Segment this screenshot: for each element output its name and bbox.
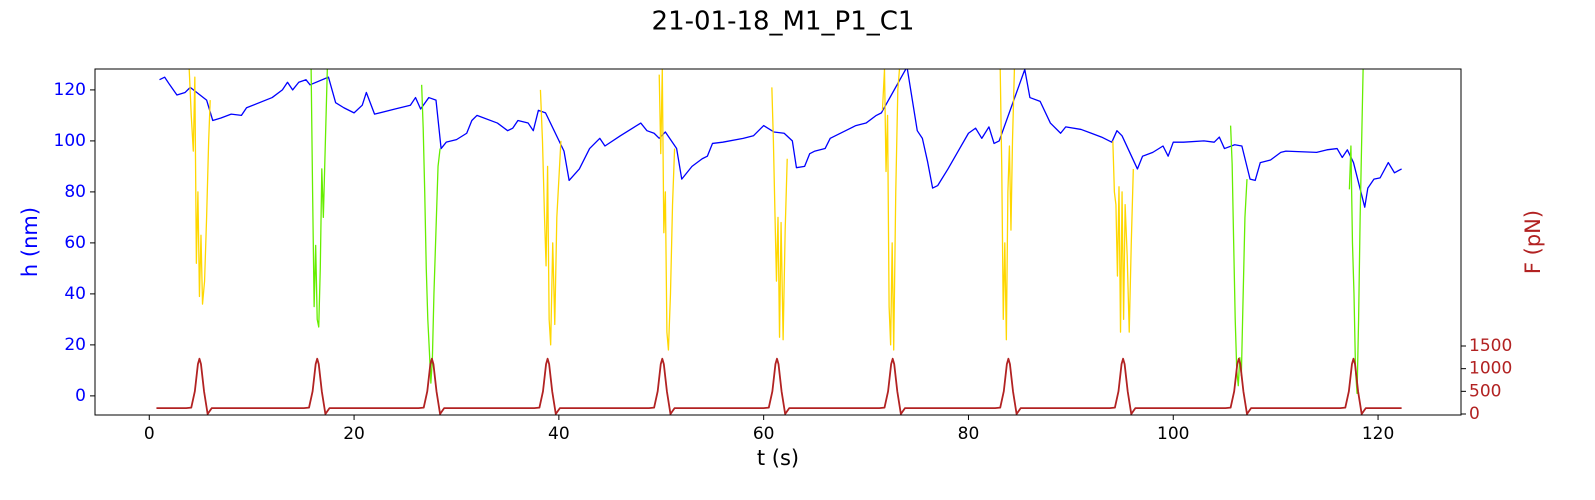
data-line	[188, 69, 1134, 351]
y-axis-label: h (nm)	[18, 207, 42, 277]
data-line	[159, 69, 1402, 208]
x-tick-label: 100	[1157, 424, 1189, 444]
x-tick-label: 80	[958, 424, 980, 444]
y2-tick-label: 1500	[1469, 336, 1512, 356]
y2-axis-label: F (pN)	[1521, 210, 1545, 274]
x-tick-label: 120	[1362, 424, 1394, 444]
x-tick-label: 20	[343, 424, 365, 444]
x-tick-label: 60	[753, 424, 775, 444]
y2-tick-label: 500	[1469, 381, 1501, 401]
x-tick-label: 0	[144, 424, 155, 444]
y2-tick-label: 1000	[1469, 359, 1512, 379]
data-line	[156, 357, 1402, 415]
y-tick-label: 60	[64, 233, 86, 253]
y-tick-label: 20	[64, 335, 86, 355]
y-tick-label: 40	[64, 284, 86, 304]
y-tick-label: 100	[54, 131, 86, 151]
y-tick-label: 120	[54, 80, 86, 100]
plot-frame	[94, 68, 1462, 416]
y-tick-label: 0	[75, 386, 86, 406]
data-line	[310, 69, 1364, 394]
chart-title: 21-01-18_M1_P1_C1	[652, 7, 915, 37]
x-axis-label: t (s)	[757, 446, 799, 470]
x-tick-label: 40	[548, 424, 570, 444]
y-tick-label: 80	[64, 182, 86, 202]
y2-tick-label: 0	[1469, 404, 1480, 424]
plot-area	[156, 69, 1402, 415]
